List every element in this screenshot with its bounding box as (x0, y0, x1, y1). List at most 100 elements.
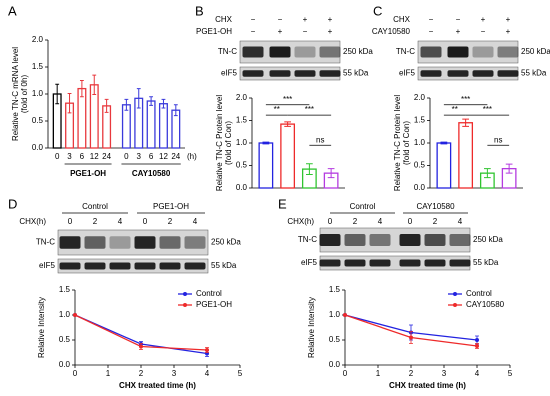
x-tick-label: 5 (508, 369, 513, 378)
band-label: eIF5 (399, 69, 416, 78)
bar (258, 142, 274, 189)
blot-band (159, 236, 181, 249)
y-tick-label: 1.5 (414, 116, 426, 125)
x-tick-label: 6 (149, 152, 154, 161)
band-label: TN-C (218, 47, 237, 56)
panel-letter: E (278, 196, 287, 211)
x-tick-label: 3 (442, 369, 447, 378)
band-size: 250 kDa (343, 47, 373, 56)
lane-label: 4 (193, 217, 198, 226)
legend-marker (453, 292, 457, 296)
panel-letter: B (195, 3, 204, 18)
blot-band (109, 262, 131, 270)
legend-label: Control (196, 289, 222, 298)
lane-label: 4 (458, 217, 463, 226)
error-bar (462, 118, 469, 127)
x-tick-label: 0 (343, 369, 348, 378)
point (475, 338, 479, 342)
panel-letter: C (373, 3, 382, 18)
point (409, 335, 413, 340)
y-tick-label: 0.0 (329, 360, 341, 369)
lane-label: 4 (378, 217, 383, 226)
condition-mark: − (251, 27, 256, 36)
lane-label: 2 (168, 217, 173, 226)
lane-label: 4 (118, 217, 123, 226)
y-tick-label: 0.5 (329, 335, 341, 344)
legend-label: PGE1-OH (196, 300, 232, 309)
x-tick-label: 0 (55, 152, 60, 161)
y-axis-label: Relative Intensity (307, 297, 316, 358)
error-bar (484, 168, 491, 179)
blot-image (319, 227, 471, 253)
y-tick-label: 1.0 (236, 138, 248, 147)
y-axis-label: Relative Intensity (37, 297, 46, 358)
blot-band (134, 236, 156, 249)
blot-band (424, 234, 446, 246)
x-tick-label: 3 (137, 152, 142, 161)
significance-label: *** (305, 105, 314, 114)
error-bar (306, 163, 313, 175)
group-label: Control (350, 202, 376, 211)
band-size: 250 kDa (473, 235, 503, 244)
x-axis-label: CHX treated time (h) (389, 381, 466, 390)
band-size: 55 kDa (473, 258, 499, 267)
group-label: Control (82, 202, 108, 211)
blot-band (84, 236, 106, 249)
blot-band (344, 234, 366, 246)
blot-band (369, 259, 391, 267)
band-label: eIF5 (301, 258, 318, 267)
bar (158, 103, 168, 149)
error-bar (104, 98, 109, 113)
y-axis-label: (fold of Con) (224, 121, 233, 165)
condition-mark: − (303, 27, 308, 36)
point (343, 313, 347, 317)
band-size: 250 kDa (211, 238, 241, 247)
y-tick-label: 0.5 (236, 161, 248, 170)
blot-band (344, 259, 366, 267)
lane-label: 0 (328, 217, 333, 226)
blot-band (497, 70, 519, 77)
blot-band (319, 259, 341, 267)
condition-mark: + (328, 15, 333, 24)
blot-band (449, 234, 471, 246)
legend-label: Control (466, 289, 492, 298)
y-axis-label: Relative TN-C Protein level (215, 95, 224, 192)
point (139, 344, 143, 349)
x-tick-label: 24 (171, 152, 180, 161)
blot-band (319, 234, 341, 246)
x-tick-label: 0 (73, 369, 78, 378)
y-tick-label: 2.0 (32, 35, 44, 44)
condition-mark: + (481, 15, 486, 24)
condition-mark: + (303, 15, 308, 24)
y-axis-label: (fold of Con) (402, 121, 411, 165)
blot-band (369, 234, 391, 246)
y-tick-label: 0.0 (32, 143, 44, 152)
y-tick-label: 0.5 (32, 116, 44, 125)
significance-label: *** (483, 105, 492, 114)
condition-label: CAY10580 (372, 27, 411, 36)
y-tick-label: 1.0 (414, 138, 426, 147)
significance-label: ns (316, 135, 324, 144)
x-tick-label: 3 (67, 152, 72, 161)
x-tick-label: 2 (409, 369, 414, 378)
x-tick-label: 2 (139, 369, 144, 378)
blot-band (242, 70, 264, 77)
x-tick-label: 3 (172, 369, 177, 378)
blot-band (159, 262, 181, 270)
x-tick-label: 12 (159, 152, 168, 161)
blot-band (59, 262, 81, 270)
lane-label: 2 (93, 217, 98, 226)
significance-label: *** (283, 95, 292, 104)
error-bar (136, 88, 141, 109)
point (205, 348, 209, 352)
error-bar (327, 168, 335, 179)
legend-marker (183, 292, 187, 296)
error-bar (92, 74, 97, 96)
blot-band (319, 70, 341, 77)
band-label: TN-C (298, 235, 317, 244)
y-tick-label: 0.5 (414, 161, 426, 170)
condition-label: CHX (215, 15, 233, 24)
panel-letter: D (8, 196, 17, 211)
group-label: CAY10580 (132, 169, 171, 178)
